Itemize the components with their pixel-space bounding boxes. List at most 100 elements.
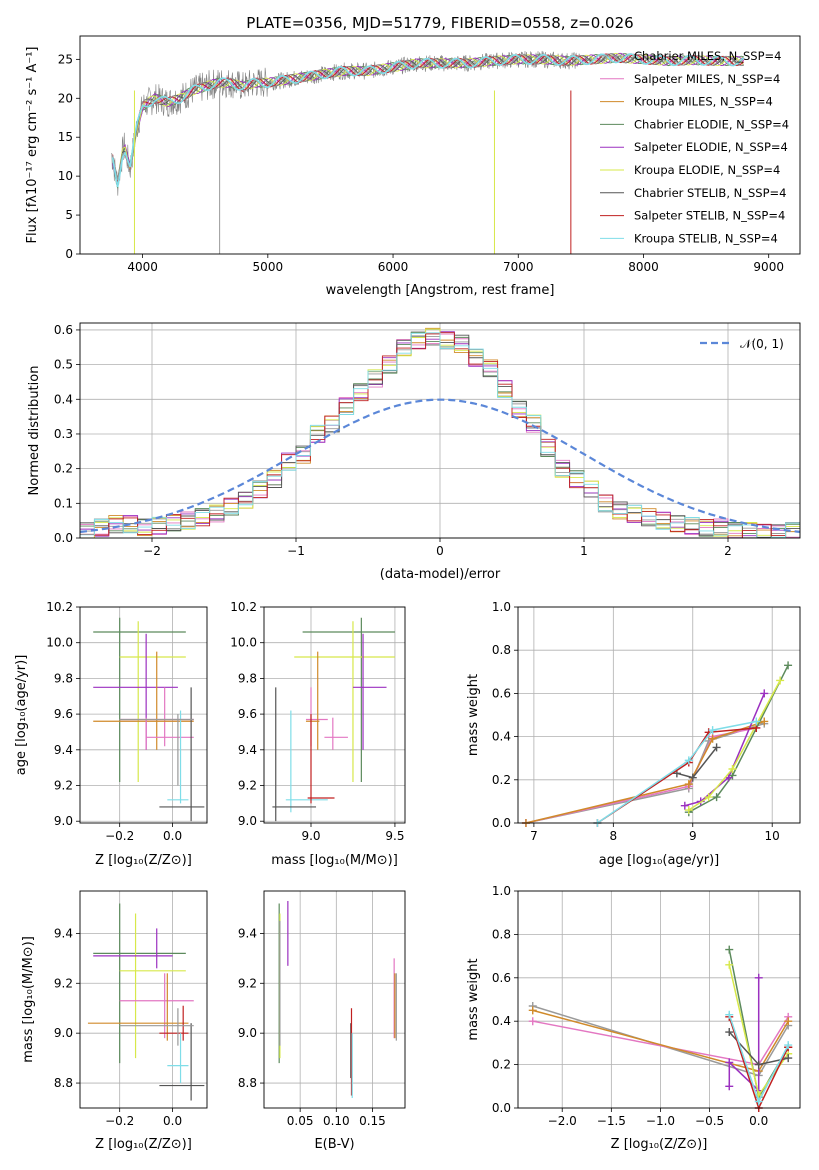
x-tick-label: 1 bbox=[580, 544, 588, 558]
x-tick-label: 8 bbox=[610, 829, 618, 843]
y-tick-label: 9.8 bbox=[238, 671, 257, 685]
y-tick-label: 0.5 bbox=[54, 358, 73, 372]
data-point bbox=[760, 689, 769, 698]
x-tick-label: −1 bbox=[287, 544, 305, 558]
data-point bbox=[725, 1010, 734, 1019]
x-tick-label: 0.15 bbox=[359, 1114, 386, 1128]
data-point bbox=[725, 960, 734, 969]
data-point bbox=[712, 743, 721, 752]
axes-mass-vs-EBV bbox=[260, 891, 405, 1112]
x-tick-label: −0.5 bbox=[695, 1114, 724, 1128]
data-point bbox=[754, 1097, 763, 1106]
y-tick-label: 9.2 bbox=[238, 779, 257, 793]
legend-label: Salpeter ELODIE, N_SSP=4 bbox=[634, 140, 788, 154]
y-tick-label: 20 bbox=[58, 91, 73, 105]
x-axis-label: E(B-V) bbox=[314, 1137, 354, 1152]
y-tick-label: 0.4 bbox=[54, 392, 73, 406]
data-point bbox=[725, 1082, 734, 1091]
data-point bbox=[728, 765, 737, 773]
histograms bbox=[80, 327, 800, 538]
legend-label: Salpeter STELIB, N_SSP=4 bbox=[634, 209, 785, 223]
spectrum-lines bbox=[111, 50, 745, 254]
x-tick-label: 8000 bbox=[628, 260, 659, 274]
axes-frame bbox=[79, 606, 208, 824]
x-tick-label: 10 bbox=[765, 829, 780, 843]
y-tick-label: 0.0 bbox=[492, 1101, 511, 1115]
x-tick-label: 0.0 bbox=[163, 1114, 182, 1128]
axes-residuals bbox=[76, 323, 800, 542]
y-axis-label: Normed distribution bbox=[27, 366, 42, 496]
x-tick-label: 9.5 bbox=[385, 829, 404, 843]
data-point bbox=[776, 676, 785, 685]
y-tick-label: 0.4 bbox=[492, 730, 511, 744]
y-tick-label: 15 bbox=[58, 130, 73, 144]
x-tick-label: 0.0 bbox=[163, 829, 182, 843]
y-axis-label: age [log₁₀(age/yr)] bbox=[14, 655, 29, 776]
y-tick-label: 25 bbox=[58, 52, 73, 66]
y-tick-label: 9.4 bbox=[54, 926, 73, 940]
x-tick-label: −1.0 bbox=[646, 1114, 675, 1128]
y-tick-label: 10 bbox=[58, 169, 73, 183]
x-tick-label: −2 bbox=[143, 544, 161, 558]
x-axis-label: age [log₁₀(age/yr)] bbox=[599, 853, 720, 868]
y-tick-label: 9.0 bbox=[54, 814, 73, 828]
data-point bbox=[760, 717, 769, 726]
y-axis-label: Flux [fλ10⁻¹⁷ erg cm⁻² s⁻¹ A⁻¹] bbox=[25, 47, 40, 244]
x-axis-label: mass [log₁₀(M/M⊙)] bbox=[271, 853, 398, 868]
y-tick-label: 5 bbox=[65, 208, 73, 222]
data-point bbox=[752, 717, 761, 726]
legend-label: 𝒩(0, 1) bbox=[740, 337, 784, 351]
x-tick-label: 5000 bbox=[253, 260, 284, 274]
data-point bbox=[708, 726, 717, 735]
y-tick-label: 9.4 bbox=[238, 926, 257, 940]
y-tick-label: 9.4 bbox=[238, 743, 257, 757]
x-tick-label: 0 bbox=[436, 544, 444, 558]
series-line bbox=[525, 727, 757, 824]
y-tick-label: 0.0 bbox=[492, 816, 511, 830]
y-tick-label: 0.6 bbox=[54, 323, 73, 337]
x-axis-label: wavelength [Angstrom, rest frame] bbox=[326, 283, 555, 298]
axes-frame bbox=[79, 890, 208, 1109]
data-point bbox=[528, 1017, 537, 1026]
y-tick-label: 0.2 bbox=[492, 1058, 511, 1072]
axes-frame bbox=[79, 322, 801, 539]
series-line bbox=[688, 664, 789, 813]
x-tick-label: 9.0 bbox=[301, 829, 320, 843]
y-tick-label: 9.6 bbox=[54, 707, 73, 721]
data-point bbox=[784, 661, 793, 670]
x-tick-label: 0.05 bbox=[287, 1114, 314, 1128]
axes-frame bbox=[517, 606, 801, 824]
legend-label: Kroupa STELIB, N_SSP=4 bbox=[634, 231, 778, 245]
data-point bbox=[784, 1041, 793, 1050]
y-tick-label: 9.2 bbox=[54, 779, 73, 793]
y-tick-label: 9.8 bbox=[54, 671, 73, 685]
spectrum-model-line bbox=[112, 53, 744, 181]
y-tick-label: 9.4 bbox=[54, 743, 73, 757]
y-tick-label: 10.2 bbox=[230, 600, 257, 614]
data-point bbox=[754, 973, 763, 982]
data-point bbox=[680, 801, 689, 810]
data-point bbox=[684, 780, 693, 789]
data-point bbox=[684, 756, 693, 765]
y-tick-label: 1.0 bbox=[492, 600, 511, 614]
y-tick-label: 0.0 bbox=[54, 531, 73, 545]
axes-mass-vs-Z bbox=[76, 891, 207, 1112]
y-tick-label: 0.8 bbox=[492, 643, 511, 657]
y-tick-label: 9.0 bbox=[238, 814, 257, 828]
y-tick-label: 9.0 bbox=[54, 1026, 73, 1040]
series-line bbox=[596, 720, 757, 824]
y-axis-label: mass weight bbox=[466, 958, 481, 1040]
data-point bbox=[688, 773, 697, 782]
y-tick-label: 9.6 bbox=[238, 707, 257, 721]
data-point bbox=[708, 734, 717, 743]
gaussian-curve bbox=[80, 398, 800, 533]
x-tick-label: 7000 bbox=[503, 260, 534, 274]
y-axis-label: mass [log₁₀(M/M⊙)] bbox=[21, 936, 36, 1063]
series-line bbox=[676, 746, 718, 779]
y-tick-label: 10.0 bbox=[230, 636, 257, 650]
axes-frame bbox=[263, 606, 406, 824]
axes-age-vs-mass bbox=[260, 606, 405, 827]
x-tick-label: 9 bbox=[689, 829, 697, 843]
y-tick-label: 0 bbox=[65, 247, 73, 261]
legend-label: Salpeter MILES, N_SSP=4 bbox=[634, 72, 780, 86]
